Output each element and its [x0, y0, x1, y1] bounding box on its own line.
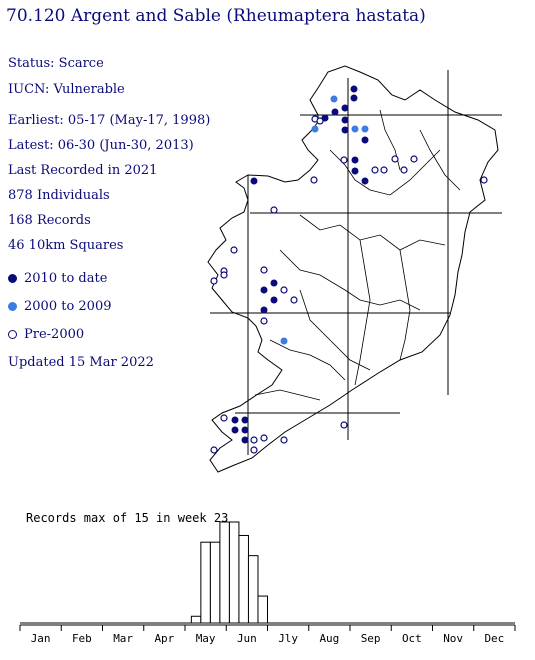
updated-text: Updated 15 Mar 2022 [8, 355, 154, 370]
record-point-pre2000 [230, 246, 238, 254]
open-dot-icon [8, 330, 17, 339]
record-point-2010 [351, 167, 359, 175]
record-point-pre2000 [380, 166, 388, 174]
iucn-text: IUCN: Vulnerable [8, 82, 125, 97]
record-point-2010 [270, 279, 278, 287]
record-point-2000 [330, 95, 338, 103]
record-point-pre2000 [310, 176, 318, 184]
month-label: Jun [236, 632, 257, 645]
last-recorded-text: Last Recorded in 2021 [8, 163, 158, 178]
page-title: 70.120 Argent and Sable (Rheumaptera has… [6, 6, 426, 26]
record-point-pre2000 [260, 317, 268, 325]
record-point-pre2000 [220, 271, 228, 279]
record-point-pre2000 [290, 296, 298, 304]
month-label: Dec [484, 632, 505, 645]
record-point-pre2000 [371, 166, 379, 174]
record-point-2010 [350, 85, 358, 93]
record-point-2010 [260, 286, 268, 294]
record-point-2010 [350, 94, 358, 102]
record-point-pre2000 [210, 277, 218, 285]
record-point-2000 [351, 125, 359, 133]
month-label: Jly [278, 632, 299, 645]
ireland-coastline [207, 65, 499, 473]
records-text: 168 Records [8, 213, 91, 228]
status-text: Status: Scarce [8, 56, 104, 71]
week-bar [209, 541, 221, 624]
record-point-pre2000 [280, 436, 288, 444]
record-point-2010 [241, 436, 249, 444]
filled-light-dot-icon [8, 302, 17, 311]
week-bar [257, 595, 269, 624]
record-point-pre2000 [480, 176, 488, 184]
earliest-text: Earliest: 05-17 (May-17, 1998) [8, 113, 211, 128]
latest-text: Latest: 06-30 (Jun-30, 2013) [8, 138, 194, 153]
record-point-pre2000 [260, 434, 268, 442]
record-point-2000 [280, 337, 288, 345]
chart-title: Records max of 15 in week 23 [26, 511, 229, 525]
month-label: May [195, 632, 216, 645]
record-point-pre2000 [250, 446, 258, 454]
record-point-pre2000 [220, 414, 228, 422]
record-point-2010 [341, 104, 349, 112]
month-label: Mar [113, 632, 134, 645]
record-point-pre2000 [391, 155, 399, 163]
record-point-pre2000 [316, 117, 324, 125]
week-bar [200, 541, 211, 624]
month-label: Oct [401, 632, 422, 645]
record-point-2010 [331, 108, 339, 116]
week-bar [247, 555, 259, 624]
record-point-pre2000 [410, 155, 418, 163]
week-bar [228, 521, 240, 624]
individuals-text: 878 Individuals [8, 188, 110, 203]
month-label: Sep [360, 632, 381, 645]
record-point-2010 [351, 156, 359, 164]
month-label: Nov [443, 632, 464, 645]
record-point-2010 [260, 306, 268, 314]
county-borders [254, 109, 461, 401]
squares-text: 46 10km Squares [8, 238, 124, 253]
record-point-2010 [341, 116, 349, 124]
map-points [210, 85, 488, 454]
record-point-pre2000 [250, 436, 258, 444]
month-label: Feb [71, 632, 92, 645]
record-point-pre2000 [340, 421, 348, 429]
week-bar [238, 534, 249, 624]
record-point-2000 [311, 125, 319, 133]
record-point-2010 [341, 126, 349, 134]
record-point-2010 [270, 296, 278, 304]
record-point-2000 [361, 125, 369, 133]
week-bar [190, 615, 202, 624]
record-point-2010 [361, 177, 369, 185]
filled-dark-dot-icon [8, 274, 17, 283]
week-bar [219, 521, 230, 624]
legend-item-pre2000: Pre-2000 [8, 327, 84, 342]
month-label: Aug [319, 632, 340, 645]
ireland-map [207, 65, 502, 473]
record-point-2010 [241, 416, 249, 424]
record-point-2010 [231, 426, 239, 434]
record-point-2010 [250, 177, 258, 185]
record-point-pre2000 [260, 266, 268, 274]
record-point-2010 [241, 426, 249, 434]
legend-item-2010: 2010 to date [8, 271, 107, 286]
record-point-pre2000 [210, 446, 218, 454]
legend-item-2000: 2000 to 2009 [8, 299, 111, 314]
month-label: Jan [30, 632, 51, 645]
record-point-pre2000 [400, 166, 408, 174]
record-point-pre2000 [340, 156, 348, 164]
record-point-pre2000 [270, 206, 278, 214]
month-label: Apr [154, 632, 175, 645]
record-point-2010 [231, 416, 239, 424]
record-point-2010 [361, 136, 369, 144]
record-point-pre2000 [280, 286, 288, 294]
